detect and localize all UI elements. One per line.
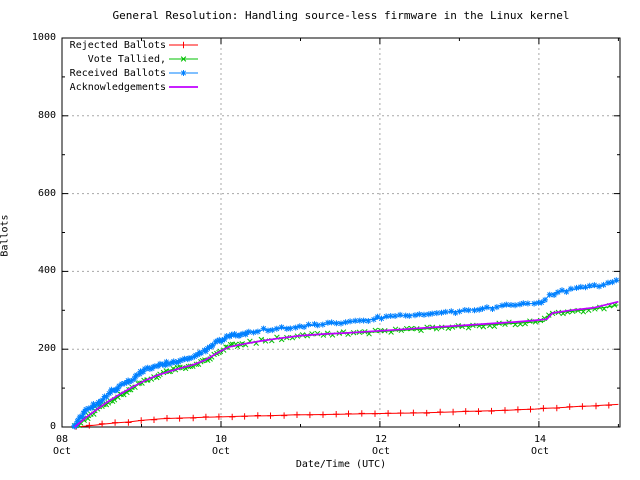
gridlines: [62, 38, 620, 427]
x-tick-label-oct08: 08 Oct: [40, 434, 84, 458]
x-tick-month: Oct: [371, 446, 391, 457]
x-tick-day: 10: [214, 434, 228, 445]
y-tick-label-0: 0: [49, 421, 56, 432]
y-tick-label-400: 400: [37, 265, 56, 276]
y-tick-label-1000: 1000: [31, 32, 56, 43]
series-group: [71, 277, 620, 430]
x-tick-day: 12: [374, 434, 388, 445]
x-tick-label-oct14: 14 Oct: [518, 434, 562, 458]
x-tick-month: Oct: [211, 446, 231, 457]
series-markers-0: [72, 402, 612, 430]
series-line-3: [74, 300, 619, 428]
x-tick-month: Oct: [52, 446, 72, 457]
legend-label-received: Received Ballots: [69, 68, 166, 79]
legend-label-vote-tallied: Vote Tallied,: [87, 54, 166, 65]
x-tick-label-oct12: 12 Oct: [359, 434, 403, 458]
legend-sample-1: [169, 56, 198, 62]
series-line-0: [76, 403, 619, 428]
y-tick-label-600: 600: [37, 188, 56, 199]
legend-sample-2: [169, 70, 198, 76]
series-markers-2: [71, 277, 620, 430]
chart-title: General Resolution: Handling source-less…: [112, 9, 570, 22]
x-tick-label-oct10: 10 Oct: [199, 434, 243, 458]
x-tick-month: Oct: [530, 446, 550, 457]
legend-sample-0: [169, 41, 198, 49]
legend-label-acknowledgements: Acknowledgements: [69, 82, 166, 93]
y-tick-label-800: 800: [37, 110, 56, 121]
legend-label-rejected: Rejected Ballots: [69, 40, 166, 51]
x-axis-label: Date/Time (UTC): [295, 459, 387, 470]
y-tick-label-200: 200: [37, 343, 56, 354]
x-tick-day: 08: [55, 434, 69, 445]
axes: [61, 37, 621, 428]
x-tick-day: 14: [533, 434, 547, 445]
